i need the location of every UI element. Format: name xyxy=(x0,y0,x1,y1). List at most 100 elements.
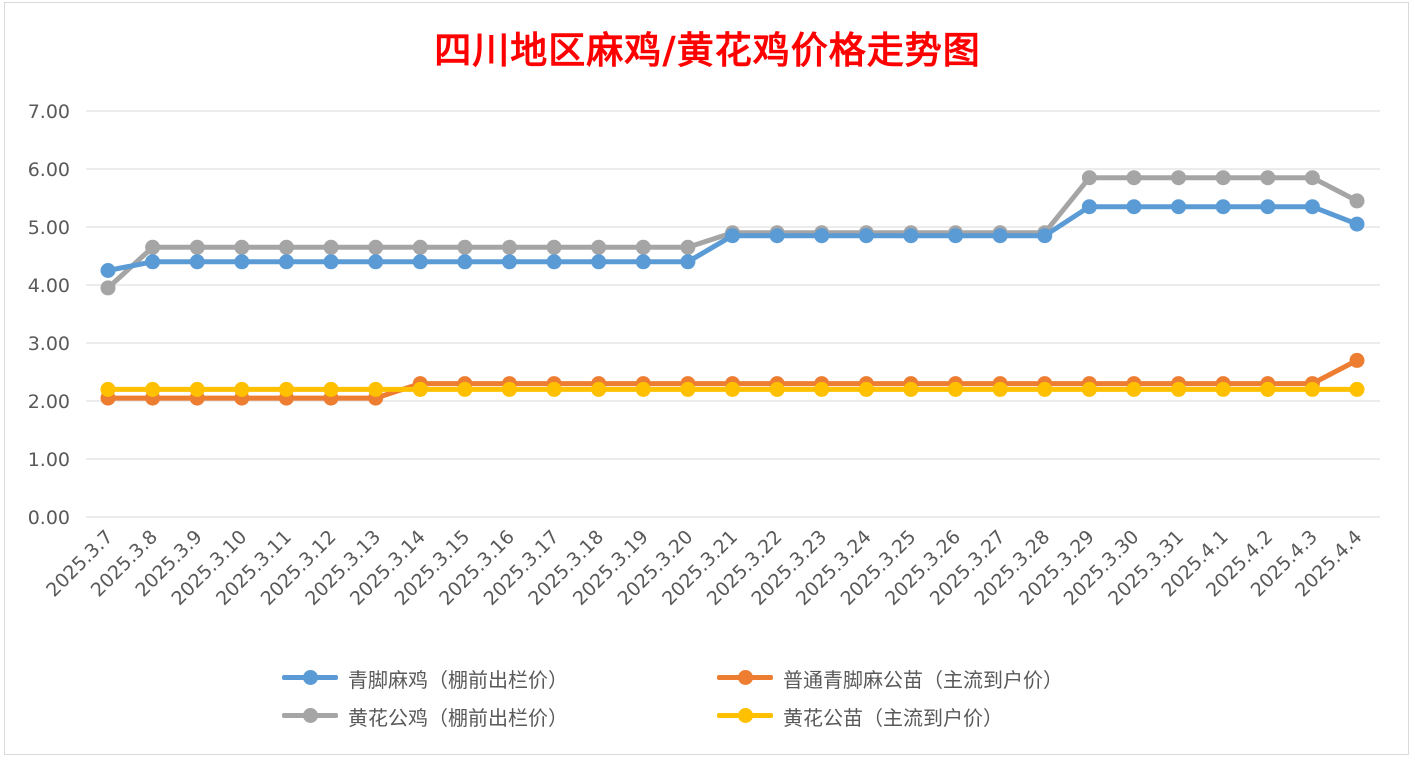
data-point[interactable] xyxy=(501,239,517,255)
data-point[interactable] xyxy=(1215,199,1231,215)
data-point[interactable] xyxy=(1304,199,1320,215)
data-point[interactable] xyxy=(814,228,830,244)
data-point[interactable] xyxy=(100,381,116,397)
y-tick-label: 1.00 xyxy=(28,449,70,471)
data-point[interactable] xyxy=(323,381,339,397)
data-point[interactable] xyxy=(992,228,1008,244)
data-point[interactable] xyxy=(1349,381,1365,397)
data-point[interactable] xyxy=(368,239,384,255)
legend-item-huanghua-gongmiao[interactable]: 黄花公苗（主流到户价） xyxy=(715,698,1003,734)
data-point[interactable] xyxy=(1260,199,1276,215)
series-3 xyxy=(100,381,1365,397)
data-point[interactable] xyxy=(1171,170,1187,186)
data-point[interactable] xyxy=(323,239,339,255)
data-point[interactable] xyxy=(457,239,473,255)
data-point[interactable] xyxy=(1126,170,1142,186)
data-point[interactable] xyxy=(1215,170,1231,186)
data-point[interactable] xyxy=(1260,381,1276,397)
data-point[interactable] xyxy=(1126,381,1142,397)
data-point[interactable] xyxy=(1304,170,1320,186)
data-point[interactable] xyxy=(1171,199,1187,215)
data-point[interactable] xyxy=(368,381,384,397)
data-point[interactable] xyxy=(725,381,740,397)
data-point[interactable] xyxy=(457,254,473,270)
chart-title: 四川地区麻鸡/黄花鸡价格走势图 xyxy=(434,28,981,72)
y-tick-label: 4.00 xyxy=(28,275,70,297)
data-point[interactable] xyxy=(145,239,161,255)
data-point[interactable] xyxy=(457,381,473,397)
data-point[interactable] xyxy=(680,381,696,397)
data-point[interactable] xyxy=(769,228,785,244)
data-point[interactable] xyxy=(501,381,517,397)
data-point[interactable] xyxy=(1349,216,1365,232)
data-point[interactable] xyxy=(1171,381,1187,397)
data-point[interactable] xyxy=(635,254,651,270)
data-point[interactable] xyxy=(948,228,964,244)
legend-swatch-icon xyxy=(715,698,775,734)
data-point[interactable] xyxy=(145,254,161,270)
data-point[interactable] xyxy=(903,228,919,244)
data-point[interactable] xyxy=(412,381,428,397)
data-point[interactable] xyxy=(1215,381,1231,397)
data-point[interactable] xyxy=(546,381,562,397)
data-point[interactable] xyxy=(189,381,205,397)
data-point[interactable] xyxy=(1304,381,1320,397)
data-point[interactable] xyxy=(769,381,785,397)
data-point[interactable] xyxy=(591,239,607,255)
data-point[interactable] xyxy=(234,381,250,397)
legend-label: 黄花公苗（主流到户价） xyxy=(783,705,1003,730)
y-axis-ticks: 0.00 1.00 2.00 3.00 4.00 5.00 6.00 7.00 xyxy=(28,101,70,529)
data-point[interactable] xyxy=(1349,352,1365,368)
legend: 青脚麻鸡（棚前出栏价） 普通青脚麻公苗（主流到户价） 黄花公鸡（棚前出栏价） 黄… xyxy=(280,660,1180,740)
y-tick-label: 7.00 xyxy=(28,101,70,123)
data-point[interactable] xyxy=(591,254,607,270)
data-point[interactable] xyxy=(680,254,696,270)
y-tick-label: 5.00 xyxy=(28,217,70,239)
data-point[interactable] xyxy=(234,254,250,270)
data-point[interactable] xyxy=(278,381,294,397)
series-1 xyxy=(100,352,1365,406)
data-point[interactable] xyxy=(1081,170,1097,186)
legend-item-putong-gongmiao[interactable]: 普通青脚麻公苗（主流到户价） xyxy=(715,660,1063,696)
data-point[interactable] xyxy=(145,381,161,397)
data-point[interactable] xyxy=(501,254,517,270)
data-point[interactable] xyxy=(323,254,339,270)
data-point[interactable] xyxy=(189,254,205,270)
data-point[interactable] xyxy=(368,254,384,270)
data-point[interactable] xyxy=(278,254,294,270)
data-point[interactable] xyxy=(1037,228,1053,244)
data-point[interactable] xyxy=(680,239,696,255)
data-point[interactable] xyxy=(635,381,651,397)
gridlines xyxy=(86,110,1380,518)
data-point[interactable] xyxy=(412,254,428,270)
data-point[interactable] xyxy=(725,228,740,244)
data-point[interactable] xyxy=(546,239,562,255)
data-point[interactable] xyxy=(814,381,830,397)
data-point[interactable] xyxy=(591,381,607,397)
data-point[interactable] xyxy=(1037,381,1053,397)
data-point[interactable] xyxy=(1349,193,1365,209)
data-point[interactable] xyxy=(546,254,562,270)
data-point[interactable] xyxy=(412,239,428,255)
legend-item-huanghua-gongji[interactable]: 黄花公鸡（棚前出栏价） xyxy=(280,698,568,734)
data-point[interactable] xyxy=(1081,381,1097,397)
data-point[interactable] xyxy=(278,239,294,255)
data-point[interactable] xyxy=(992,381,1008,397)
data-point[interactable] xyxy=(100,263,116,278)
legend-swatch-icon xyxy=(715,660,775,696)
data-point[interactable] xyxy=(858,228,874,244)
data-point[interactable] xyxy=(1260,170,1276,186)
data-point[interactable] xyxy=(948,381,964,397)
data-point[interactable] xyxy=(1081,199,1097,215)
legend-item-qingjiao-maji[interactable]: 青脚麻鸡（棚前出栏价） xyxy=(280,660,568,696)
data-point[interactable] xyxy=(1126,199,1142,215)
data-point[interactable] xyxy=(858,381,874,397)
legend-label: 普通青脚麻公苗（主流到户价） xyxy=(783,667,1063,692)
legend-label: 青脚麻鸡（棚前出栏价） xyxy=(348,667,568,692)
data-point[interactable] xyxy=(635,239,651,255)
data-point[interactable] xyxy=(903,381,919,397)
data-point[interactable] xyxy=(100,280,116,296)
data-point[interactable] xyxy=(234,239,250,255)
data-point[interactable] xyxy=(189,239,205,255)
